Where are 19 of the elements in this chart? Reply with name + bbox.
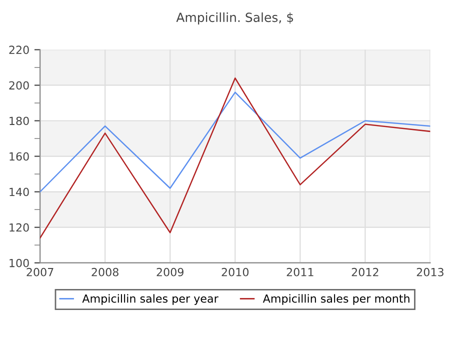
y-tick-label: 220 — [9, 46, 29, 54]
legend-label: Ampicillin sales per year — [82, 294, 218, 305]
y-tick-label: 160 — [10, 152, 29, 161]
x-tick-label: 2013 — [416, 268, 444, 276]
x-tick-label: 2011 — [286, 268, 314, 276]
y-tick-label: 180 — [10, 116, 29, 126]
y-tick-label: 120 — [10, 223, 29, 232]
legend-label: Ampicillin sales per month — [262, 294, 410, 305]
x-tick-label: 2008 — [92, 268, 118, 276]
y-tick-label: 200 — [9, 81, 29, 90]
x-tick-label: 2007 — [26, 268, 54, 276]
x-tick-label: 2012 — [352, 268, 378, 276]
line-series — [40, 77, 430, 239]
x-tick-label: 2010 — [222, 268, 249, 276]
line-series — [40, 92, 430, 192]
y-tick-label: 140 — [10, 188, 29, 196]
y-tick-label: 100 — [10, 258, 29, 268]
x-tick-label: 2009 — [156, 268, 184, 276]
chart-title: Ampicillin. Sales, $ — [176, 12, 294, 25]
